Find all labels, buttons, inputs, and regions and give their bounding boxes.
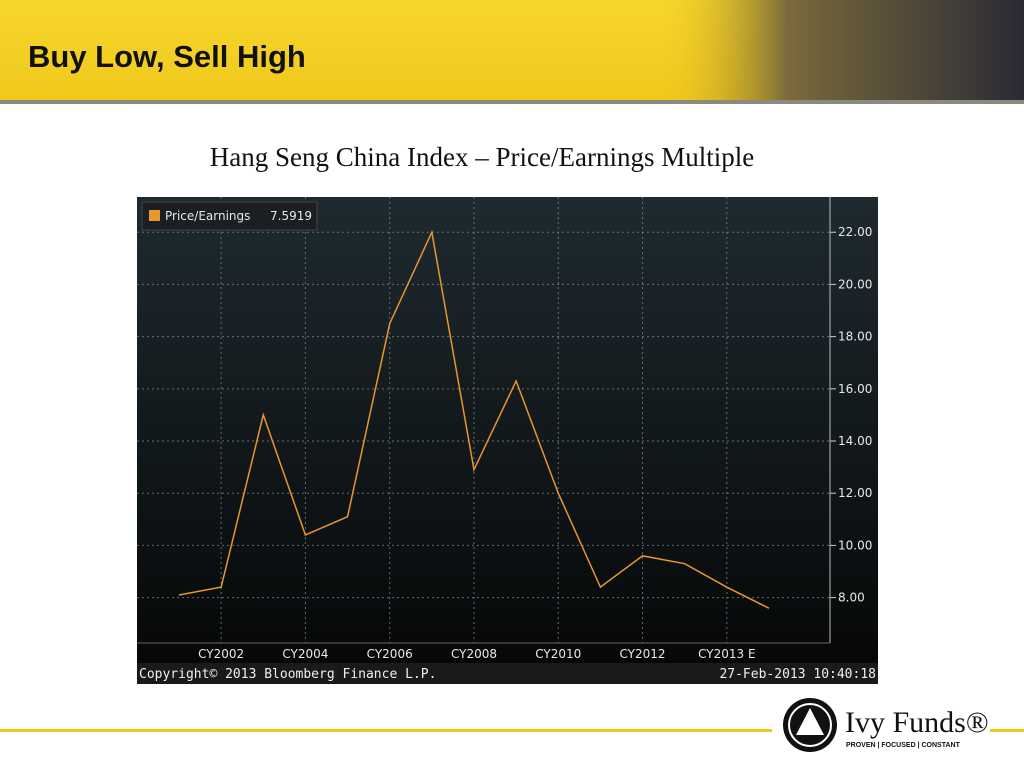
legend-swatch [149, 210, 160, 221]
legend-label: Price/Earnings [165, 209, 250, 223]
y-tick-label: 18.00 [838, 330, 872, 344]
header-rule [0, 100, 1024, 104]
x-tick-label: CY2010 [535, 647, 581, 661]
y-tick-label: 20.00 [838, 277, 872, 291]
legend [141, 201, 318, 231]
y-tick-label: 12.00 [838, 486, 872, 500]
y-tick-label: 22.00 [838, 225, 872, 239]
x-tick-label: CY2012 [620, 647, 666, 661]
logo-ring [788, 703, 832, 747]
x-tick-label: CY2004 [282, 647, 328, 661]
copyright: Copyright© 2013 Bloomberg Finance L.P. [139, 667, 436, 682]
y-tick-label: 16.00 [838, 382, 872, 396]
logo-text: Ivy Funds® [845, 706, 989, 739]
chart-footer [137, 663, 878, 684]
footer-rule [0, 729, 772, 732]
x-tick-label: CY2008 [451, 647, 497, 661]
legend-value: 7.5919 [270, 209, 312, 223]
x-tick-label: CY2002 [198, 647, 244, 661]
timestamp: 27-Feb-2013 10:40:18 [719, 667, 876, 682]
y-tick-label: 14.00 [838, 434, 872, 448]
footer-rule-right [990, 729, 1024, 732]
y-tick-label: 10.00 [838, 538, 872, 552]
logo-tagline: PROVEN | FOCUSED | CONSTANT [846, 742, 961, 749]
header-photo [660, 0, 1024, 102]
line-series [178, 229, 770, 609]
x-tick-label: CY2006 [367, 647, 413, 661]
chart-title: Hang Seng China Index – Price/Earnings M… [210, 142, 754, 172]
chart-background [137, 197, 878, 684]
x-tick-label: CY2013 E [698, 647, 755, 661]
logo-leaf [796, 708, 824, 735]
y-tick-label: 8.00 [838, 591, 865, 605]
plot: 8.00 10.00 12.00 14.00 16.00 18.00 20.00 22.00 C… [137, 197, 872, 661]
slide-title: Buy Low, Sell High [28, 39, 306, 74]
